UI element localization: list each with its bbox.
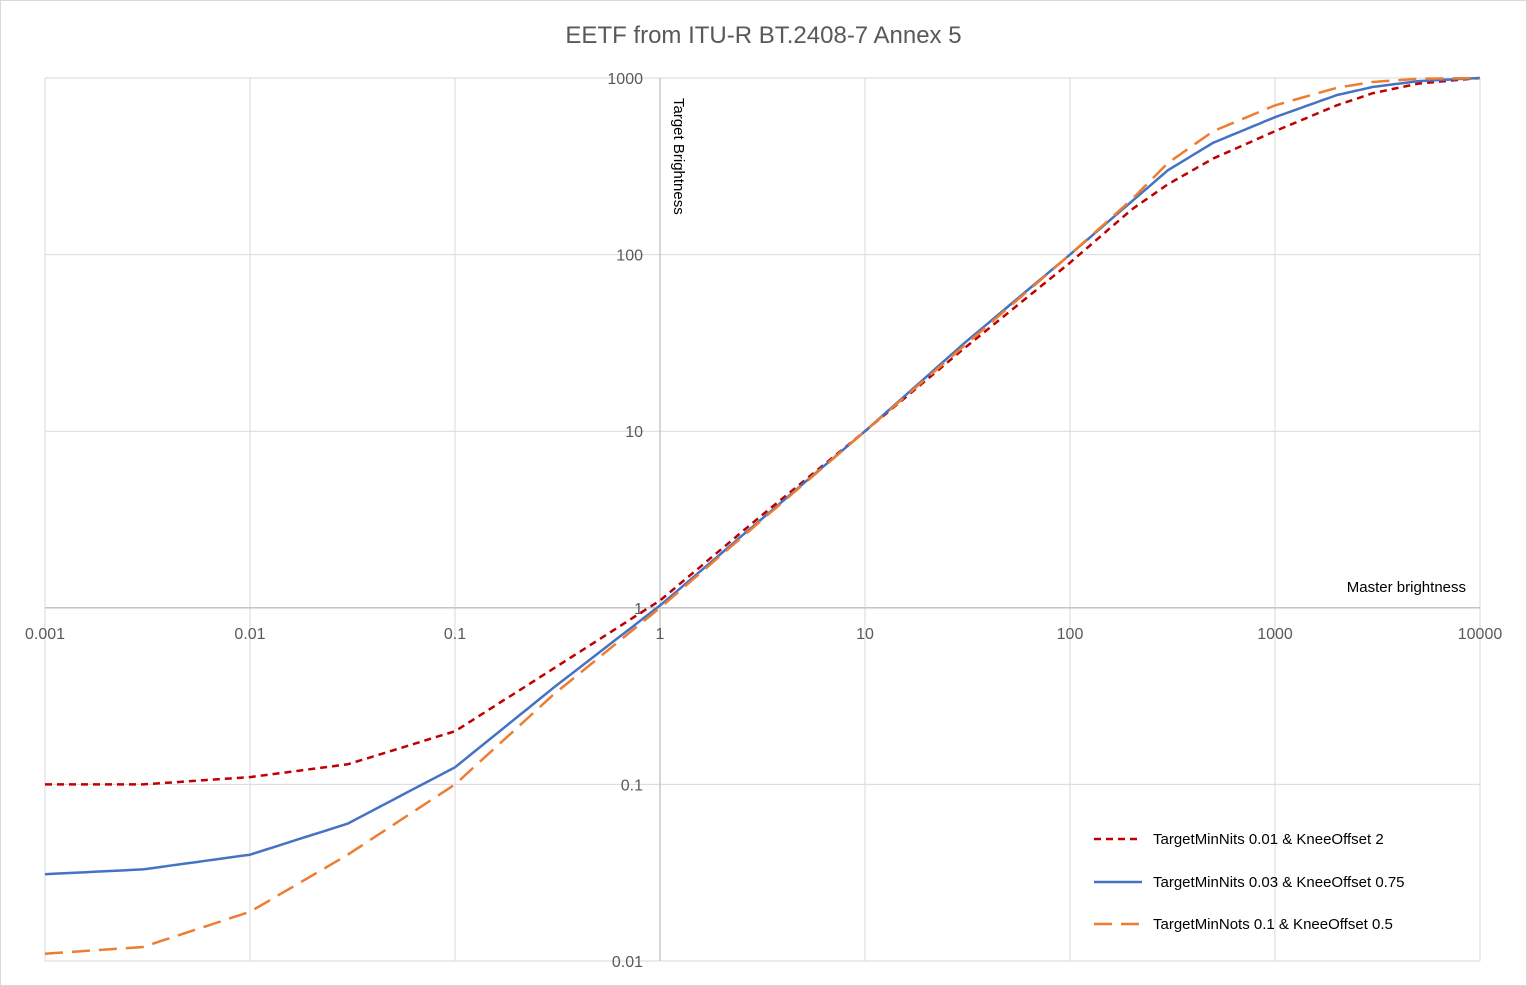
chart-title: EETF from ITU-R BT.2408-7 Annex 5 (565, 22, 962, 49)
axes (45, 78, 1480, 961)
legend-label-1: TargetMinNits 0.01 & KneeOffset 2 (1153, 831, 1384, 848)
y-tick-label: 0.1 (621, 777, 643, 794)
x-tick-label: 1000 (1257, 626, 1293, 643)
y-tick-label: 1 (634, 601, 643, 618)
y-tick-label: 100 (616, 248, 643, 265)
y-tick-label: 0.01 (612, 954, 643, 971)
x-tick-label: 1 (656, 626, 665, 643)
series-line-1 (45, 76, 1481, 786)
y-tick-label: 10 (625, 424, 643, 441)
x-tick-label: 0.01 (234, 626, 265, 643)
x-tick-label: 100 (1057, 626, 1084, 643)
series-line-2 (44, 76, 1481, 876)
x-axis-title: Master brightness (1347, 579, 1466, 596)
legend: TargetMinNits 0.01 & KneeOffset 2 TargetM… (1094, 831, 1405, 933)
x-tick-label: 0.001 (25, 626, 65, 643)
x-tick-label: 10000 (1458, 626, 1503, 643)
x-tick-label: 10 (856, 626, 874, 643)
series-lines (44, 76, 1481, 955)
x-tick-label: 0.1 (444, 626, 466, 643)
gridlines (44, 77, 1481, 962)
series-line-3 (44, 76, 1481, 955)
legend-label-3: TargetMinNots 0.1 & KneeOffset 0.5 (1153, 916, 1393, 933)
y-tick-label: 1000 (607, 71, 643, 88)
legend-label-2: TargetMinNits 0.03 & KneeOffset 0.75 (1153, 874, 1405, 891)
y-axis-title: Target Brightness (670, 98, 687, 215)
tick-labels: 0.001 0.01 0.1 1 10 100 1000 10000 1000 100 10 1 0.1… (25, 71, 1502, 971)
